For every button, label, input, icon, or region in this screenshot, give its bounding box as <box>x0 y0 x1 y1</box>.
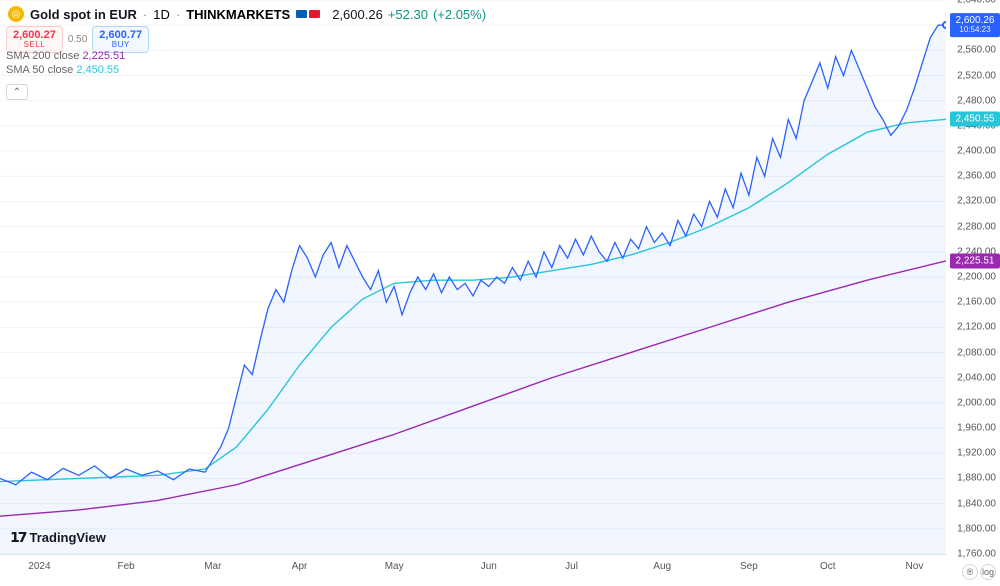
chart-area[interactable] <box>0 0 946 554</box>
chart-svg <box>0 0 946 554</box>
x-tick: Mar <box>204 561 221 572</box>
y-tick: 2,640.00 <box>957 0 996 6</box>
y-tick: 2,120.00 <box>957 322 996 333</box>
price-tag: 2,225.51 <box>950 253 1000 268</box>
adj-toggle[interactable]: ® <box>962 564 978 580</box>
x-tick: Nov <box>906 561 924 572</box>
y-tick: 2,480.00 <box>957 95 996 106</box>
y-tick: 2,320.00 <box>957 196 996 207</box>
y-tick: 2,360.00 <box>957 171 996 182</box>
y-tick: 2,560.00 <box>957 45 996 56</box>
x-tick: Sep <box>740 561 758 572</box>
y-tick: 2,520.00 <box>957 70 996 81</box>
price-tag: 2,600.2610:54:23 <box>950 13 1000 37</box>
y-tick: 1,840.00 <box>957 498 996 509</box>
y-tick: 2,400.00 <box>957 146 996 157</box>
y-tick: 1,960.00 <box>957 423 996 434</box>
log-toggle[interactable]: log <box>980 564 996 580</box>
y-tick: 2,280.00 <box>957 221 996 232</box>
x-tick: Jun <box>481 561 497 572</box>
x-tick: 2024 <box>28 561 50 572</box>
tradingview-icon: 𝟭𝟳 <box>10 529 25 546</box>
x-axis[interactable]: 2024 Feb Mar Apr May Jun Jul Aug Sep Oct Nov <box>0 554 946 586</box>
y-tick: 1,760.00 <box>957 549 996 560</box>
y-tick: 1,920.00 <box>957 448 996 459</box>
x-tick: Apr <box>292 561 308 572</box>
y-tick: 1,800.00 <box>957 523 996 534</box>
y-tick: 2,160.00 <box>957 297 996 308</box>
y-tick: 1,880.00 <box>957 473 996 484</box>
x-tick: Aug <box>653 561 671 572</box>
y-tick: 2,080.00 <box>957 347 996 358</box>
y-tick: 2,200.00 <box>957 272 996 283</box>
y-tick: 2,000.00 <box>957 397 996 408</box>
y-tick: 2,040.00 <box>957 372 996 383</box>
scale-toggles: ® log <box>962 564 996 580</box>
x-tick: Oct <box>820 561 836 572</box>
x-tick: May <box>385 561 404 572</box>
tradingview-logo[interactable]: 𝟭𝟳 TradingView <box>10 529 106 546</box>
x-tick: Jul <box>565 561 578 572</box>
price-tag: 2,450.55 <box>950 112 1000 127</box>
x-tick: Feb <box>118 561 135 572</box>
y-axis[interactable]: 1,760.001,800.001,840.001,880.001,920.00… <box>946 0 1000 554</box>
